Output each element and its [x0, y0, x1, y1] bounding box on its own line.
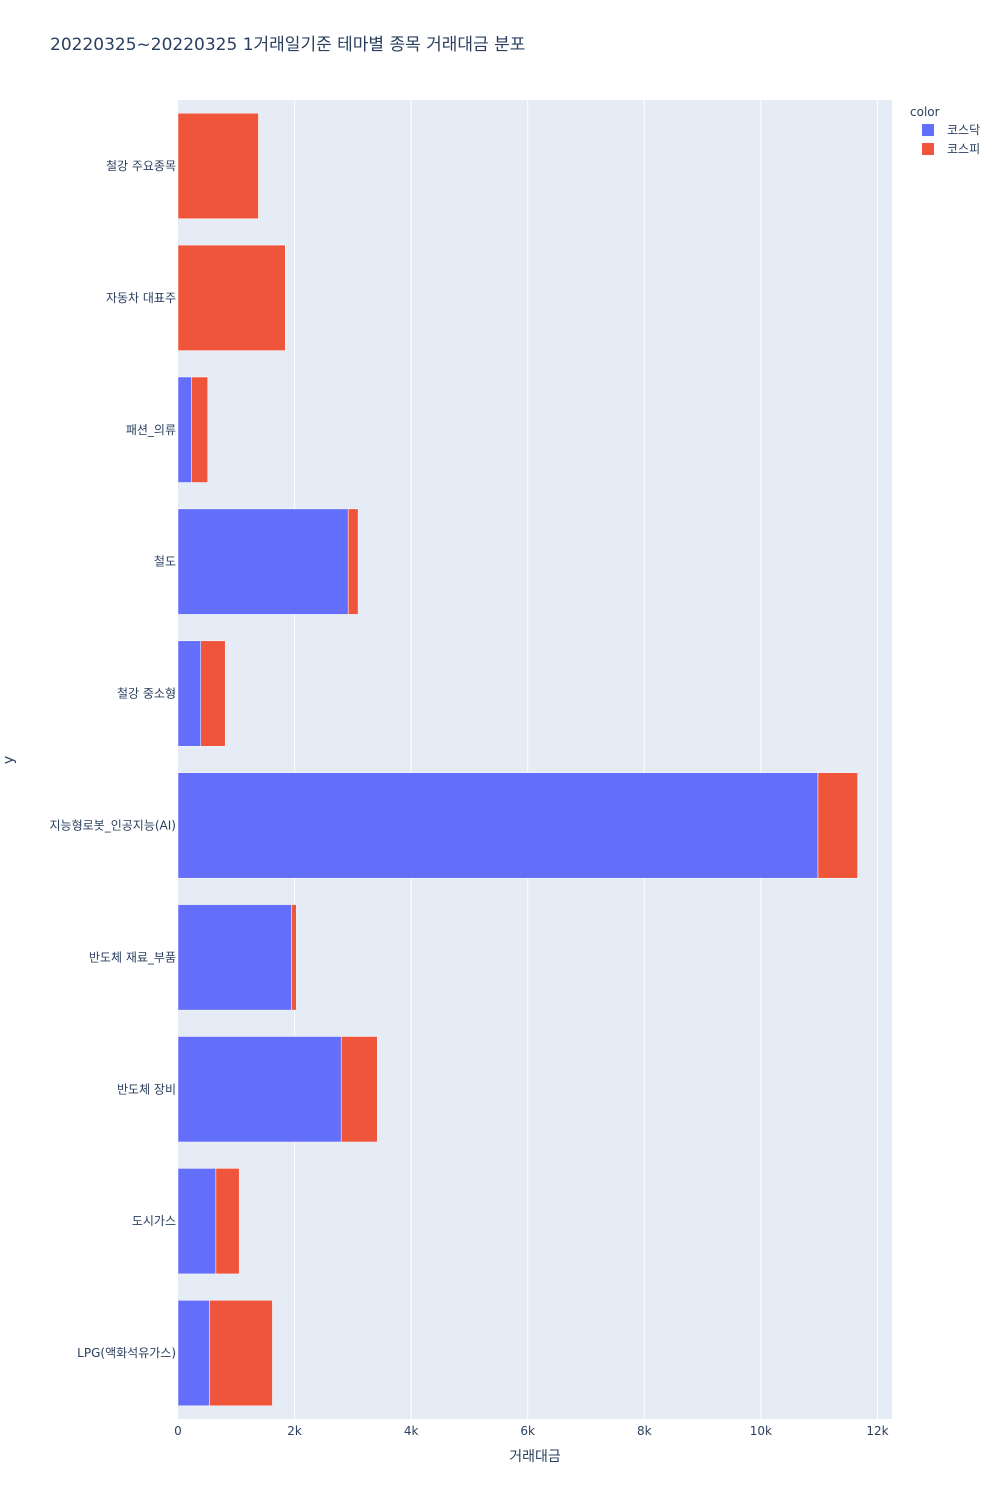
- chart-title: 20220325~20220325 1거래일기준 테마별 종목 거래대금 분포: [50, 35, 525, 55]
- x-tick-label: 6k: [520, 1424, 535, 1438]
- bar-코스피-6[interactable]: [291, 904, 297, 1011]
- y-tick-label: 패션_의류: [126, 423, 176, 437]
- x-tick-label: 8k: [637, 1424, 652, 1438]
- legend-label-1[interactable]: 코스피: [947, 142, 980, 156]
- x-tick-label: 12k: [866, 1424, 888, 1438]
- y-tick-label: 철도: [154, 555, 176, 569]
- bar-코스닥-3[interactable]: [177, 508, 349, 615]
- bar-코스피-0[interactable]: [177, 112, 259, 219]
- y-tick-label: 철강 중소형: [117, 687, 176, 701]
- y-tick-label: 지능형로봇_인공지능(AI): [50, 818, 176, 832]
- y-tick-label: 반도체 장비: [117, 1082, 176, 1096]
- bar-코스피-8[interactable]: [215, 1168, 240, 1275]
- bar-코스닥-6[interactable]: [177, 904, 292, 1011]
- bar-코스닥-7[interactable]: [177, 1036, 342, 1143]
- x-tick-label: 10k: [750, 1424, 772, 1438]
- y-tick-label: 도시가스: [132, 1214, 176, 1228]
- x-tick-label: 0: [174, 1424, 182, 1438]
- bar-코스피-1[interactable]: [177, 244, 286, 351]
- legend-swatch-0[interactable]: [922, 124, 934, 136]
- plot-area: [178, 100, 892, 1419]
- x-tick-label: 2k: [287, 1424, 302, 1438]
- bar-코스피-2[interactable]: [191, 376, 208, 483]
- bar-코스닥-8[interactable]: [177, 1168, 217, 1275]
- legend-title: color: [910, 105, 940, 119]
- legend-label-0[interactable]: 코스닥: [947, 123, 980, 137]
- bars: [177, 112, 858, 1407]
- bar-코스피-7[interactable]: [340, 1036, 378, 1143]
- bar-코스닥-5[interactable]: [177, 772, 819, 879]
- bar-코스피-4[interactable]: [200, 640, 226, 747]
- legend-swatch-1[interactable]: [922, 143, 934, 155]
- y-tick-label: LPG(액화석유가스): [77, 1346, 176, 1360]
- y-axis-label: y: [1, 756, 17, 764]
- gridlines: [294, 100, 878, 1419]
- x-axis-label: 거래대금: [509, 1449, 561, 1465]
- bar-코스닥-9[interactable]: [177, 1300, 210, 1407]
- bar-코스피-5[interactable]: [817, 772, 858, 879]
- bar-코스피-9[interactable]: [209, 1300, 273, 1407]
- y-tick-label: 반도체 재료_부품: [89, 950, 176, 964]
- y-tick-label: 자동차 대표주: [106, 291, 176, 305]
- bar-코스닥-4[interactable]: [177, 640, 201, 747]
- x-tick-label: 4k: [404, 1424, 419, 1438]
- x-axis-ticks: 0 2k 4k 6k 8k 10k 12k: [174, 1424, 888, 1438]
- y-tick-label: 철강 주요종목: [106, 159, 176, 173]
- bar-코스닥-2[interactable]: [177, 376, 192, 483]
- bar-코스피-3[interactable]: [347, 508, 359, 615]
